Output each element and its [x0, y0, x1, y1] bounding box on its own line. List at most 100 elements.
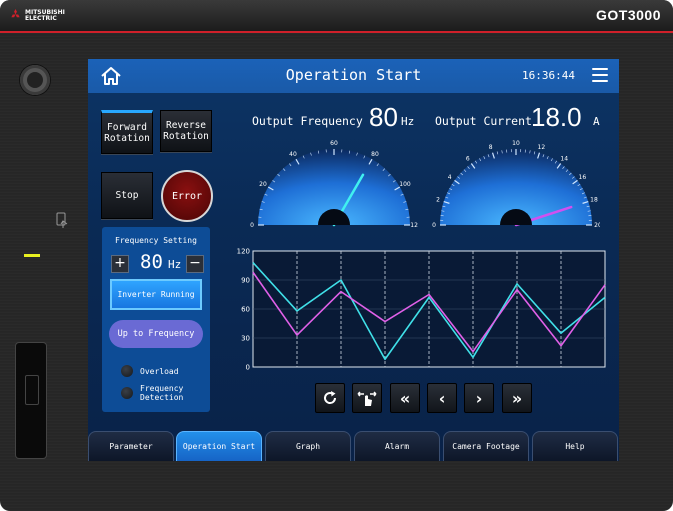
gauge-tick-label: 2	[436, 197, 440, 204]
tab-parameter[interactable]: Parameter	[88, 431, 174, 461]
gauge-minor-tick	[467, 166, 470, 169]
gauge-minor-tick	[376, 163, 379, 167]
y-tick-label: 30	[241, 335, 250, 343]
gauge-minor-tick	[310, 152, 312, 156]
stop-button[interactable]: Stop	[101, 172, 153, 219]
gauge-minor-tick	[388, 173, 391, 177]
gauge-minor-tick	[501, 150, 503, 154]
home-icon[interactable]	[100, 66, 122, 86]
gauge-minor-tick	[583, 196, 587, 199]
gauge-minor-tick	[445, 196, 449, 199]
gauge-minor-tick	[529, 150, 531, 154]
gauge-major-tick	[572, 179, 578, 185]
touch-scroll-icon[interactable]	[352, 383, 382, 413]
tab-operation-start[interactable]: Operation Start	[176, 431, 262, 461]
gauge-hub	[500, 209, 532, 225]
gauge-major-tick	[443, 200, 450, 204]
brand-line2: ELECTRIC	[25, 15, 57, 22]
error-label: Error	[171, 190, 203, 202]
gauge-minor-tick	[403, 201, 407, 203]
y-tick-label: 0	[246, 364, 250, 372]
gauge-minor-tick	[400, 193, 404, 196]
output-frequency-unit: Hz	[401, 115, 415, 128]
gauge-minor-tick	[562, 166, 565, 169]
forward-rotation-label: Forward Rotation	[104, 122, 150, 144]
output-current-unit: A	[593, 115, 600, 128]
gauge-minor-tick	[533, 151, 536, 155]
screen-header: Operation Start 16:36:44	[88, 59, 619, 93]
y-tick-label: 60	[241, 306, 250, 314]
output-frequency-label: Output Frequency	[252, 114, 363, 128]
refresh-icon[interactable]	[315, 383, 345, 413]
gauge-minor-tick	[277, 173, 280, 177]
frequency-setting-panel: Frequency Setting + 80 Hz − Inverter Run…	[102, 227, 210, 412]
double-right-icon[interactable]: »	[502, 383, 532, 413]
touch-sensor-icon	[56, 212, 68, 228]
y-tick-label: 90	[241, 277, 250, 285]
screen-title: Operation Start	[285, 66, 422, 84]
three-diamonds-icon	[11, 9, 20, 18]
gauge-tick-label: 0	[250, 222, 254, 229]
gauge-tick-label: 0	[432, 222, 436, 229]
gauge-major-tick	[394, 186, 401, 191]
gauge-major-tick	[556, 163, 562, 169]
gauge-major-tick	[582, 200, 589, 204]
gauge-tick-label: 4	[448, 174, 452, 181]
brand-line1: MITSUBISHI	[25, 9, 65, 16]
gauge-tick-label: 100	[399, 181, 411, 188]
gauge-tick-label: 6	[466, 156, 470, 163]
gauge-minor-tick	[272, 180, 276, 183]
tab-alarm[interactable]: Alarm	[354, 431, 440, 461]
gauge-minor-tick	[475, 160, 478, 164]
reverse-rotation-label: Reverse Rotation	[163, 120, 209, 142]
gauge-tick-label: 16	[579, 174, 587, 181]
inverter-running-indicator[interactable]: Inverter Running	[110, 279, 202, 310]
tab-camera-footage[interactable]: Camera Footage	[443, 431, 529, 461]
double-left-icon[interactable]: «	[390, 383, 420, 413]
gauge-tick-label: 80	[371, 151, 379, 158]
gauge-tick-label: 8	[489, 144, 493, 151]
gauge-minor-tick	[565, 169, 569, 172]
left-icon[interactable]: ‹	[427, 383, 457, 413]
frequency-plus-button[interactable]: +	[111, 255, 129, 273]
gauge-minor-tick	[581, 192, 585, 195]
gauge-minor-tick	[261, 201, 265, 203]
gauge-minor-tick	[259, 208, 263, 211]
usb-port-cover[interactable]	[16, 343, 46, 458]
gauge-minor-tick	[554, 160, 557, 164]
error-button[interactable]: Error	[161, 170, 213, 222]
hardware-button[interactable]	[20, 65, 50, 95]
gauge-minor-tick	[487, 154, 490, 158]
gauge-hub	[318, 209, 350, 225]
up-to-frequency-indicator[interactable]: Up to Frequency	[109, 320, 203, 348]
gauge-tick-label: 12	[538, 144, 546, 151]
device-top-bar: MITSUBISHI ELECTRIC GOT3000	[0, 0, 673, 33]
stop-label: Stop	[115, 190, 139, 201]
gauge-minor-tick	[569, 172, 572, 176]
frequency-detection-lamp	[121, 387, 133, 399]
clock: 16:36:44	[522, 69, 575, 82]
gauge-minor-tick	[442, 205, 446, 208]
gauge-minor-tick	[542, 154, 545, 158]
gauge-minor-tick	[441, 210, 445, 212]
status-led	[24, 254, 40, 257]
gauge-tick-label: 60	[330, 140, 338, 147]
tab-help[interactable]: Help	[532, 431, 618, 461]
output-current-value: 18.0	[531, 102, 582, 132]
hamburger-menu-icon[interactable]	[592, 68, 608, 82]
gauge-minor-tick	[586, 205, 590, 208]
frequency-minus-button[interactable]: −	[186, 255, 204, 273]
gauge-minor-tick	[282, 168, 286, 171]
gauge-major-tick	[368, 158, 373, 165]
trend-chart: 0 30 60 90 120	[237, 248, 606, 372]
gauge-minor-tick	[348, 150, 351, 154]
gauge-minor-tick	[289, 163, 292, 167]
gauge-minor-tick	[356, 152, 358, 156]
gauge-minor-tick	[317, 150, 320, 154]
forward-rotation-button[interactable]: Forward Rotation	[101, 110, 153, 154]
tab-bar: Parameter Operation Start Graph Alarm Ca…	[88, 431, 619, 461]
right-icon[interactable]: ›	[464, 383, 494, 413]
reverse-rotation-button[interactable]: Reverse Rotation	[160, 110, 212, 152]
tab-graph[interactable]: Graph	[265, 431, 351, 461]
